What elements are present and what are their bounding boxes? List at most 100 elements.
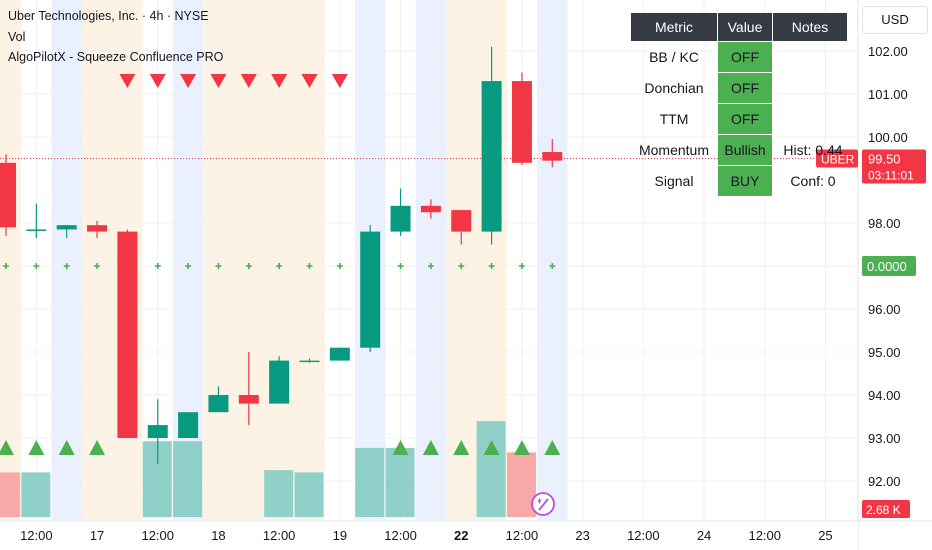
up-triangle-icon: [422, 440, 439, 455]
down-triangle-icon: [119, 74, 136, 88]
candle-body: [147, 425, 168, 438]
volume-bar: [294, 472, 324, 517]
ai-assistant-slash: [538, 498, 549, 511]
value-cell: Bullish: [718, 135, 772, 165]
notes-cell: [773, 42, 847, 72]
time-tick-label: 25: [818, 528, 832, 543]
time-tick-label: 18: [211, 528, 225, 543]
price-tick-label: 92.00: [868, 474, 901, 489]
up-triangle-icon: [0, 440, 14, 455]
bullish-signal-markers: [0, 440, 561, 455]
squeeze-status-table: Metric Value Notes BB / KC OFF Donchian …: [630, 12, 848, 197]
price-tick-label: 95.00: [868, 345, 901, 360]
header-metric: Metric: [631, 13, 717, 41]
indicator-legend[interactable]: AlgoPilotX - Squeeze Confluence PRO: [8, 50, 224, 64]
candle: [208, 386, 229, 413]
squeeze-dot: [276, 263, 283, 269]
squeeze-dot: [306, 263, 313, 269]
notes-cell: [773, 104, 847, 134]
squeeze-dot: [185, 263, 192, 269]
volume-bars: [0, 421, 536, 517]
price-tag-bg: [862, 149, 926, 184]
value-cell: OFF: [718, 104, 772, 134]
up-triangle-icon: [544, 440, 561, 455]
table-row: TTM OFF: [631, 104, 847, 134]
bearish-signal-markers: [119, 74, 348, 88]
table-row: BB / KC OFF: [631, 42, 847, 72]
candle-body: [0, 162, 16, 228]
price-tick-label: 94.00: [868, 388, 901, 403]
time-tick-label: 12:00: [748, 528, 781, 543]
volume-value-bg: [862, 500, 910, 518]
candle: [178, 412, 199, 438]
price-tick-label: 101.00: [868, 87, 908, 102]
time-tick-label: 12:00: [141, 528, 174, 543]
candle-body: [451, 210, 472, 232]
candle-body: [542, 152, 563, 161]
volume-bar: [506, 452, 536, 517]
up-triangle-icon: [89, 440, 106, 455]
metric-cell: Signal: [654, 173, 694, 189]
candle-body: [269, 360, 290, 404]
time-tick-label: 24: [697, 528, 711, 543]
time-tick-label: 12:00: [627, 528, 660, 543]
candle-body: [390, 205, 411, 232]
squeeze-dot: [154, 263, 161, 269]
candle: [360, 225, 381, 352]
session-band: [537, 0, 568, 520]
down-triangle-icon: [240, 74, 257, 88]
volume-bar: [0, 472, 20, 517]
candle: [238, 352, 259, 426]
time-tick-label: 12:00: [506, 528, 539, 543]
metric-cell: Donchian: [644, 80, 704, 96]
down-triangle-icon: [331, 74, 348, 88]
ai-assistant-spark: [538, 498, 541, 504]
volume-legend[interactable]: Vol: [8, 30, 26, 44]
squeeze-dot: [397, 263, 404, 269]
symbol-title[interactable]: Uber Technologies, Inc. · 4h · NYSE: [8, 9, 209, 23]
candle: [420, 199, 441, 219]
squeeze-dot: [427, 263, 434, 269]
notes-cell: [773, 73, 847, 103]
time-tick-label: 23: [575, 528, 589, 543]
squeeze-dot: [458, 263, 465, 269]
time-tick-label: 12:00: [384, 528, 417, 543]
currency-button[interactable]: USD: [862, 6, 928, 34]
volume-bar: [264, 470, 294, 517]
time-tick-label: 12:00: [263, 528, 296, 543]
squeeze-dot: [63, 263, 70, 269]
up-triangle-icon: [513, 440, 530, 455]
candle-body: [87, 225, 108, 232]
time-tick-label: 19: [333, 528, 347, 543]
ai-assistant-icon[interactable]: [531, 492, 555, 516]
down-triangle-icon: [149, 74, 166, 88]
candle: [26, 203, 47, 239]
volume-value-label: 2.68 K: [866, 503, 901, 517]
candle-body: [360, 231, 381, 348]
candle-body: [511, 81, 532, 163]
time-tick-label: 17: [90, 528, 104, 543]
session-band: [0, 0, 22, 520]
candle-body: [299, 360, 320, 363]
down-triangle-icon: [180, 74, 197, 88]
time-axis: 12:00 17 12:00 18 12:00 19 12:00 22 12:00 23 12:00…: [0, 520, 932, 550]
session-band: [51, 0, 82, 520]
squeeze-dot: [336, 263, 343, 269]
candle-body: [329, 347, 350, 361]
table-row: Signal BUY Conf: 0: [631, 166, 847, 196]
last-price-value: 99.50: [868, 152, 901, 167]
candle: [390, 188, 411, 236]
down-triangle-icon: [210, 74, 227, 88]
time-axis-bg: [0, 521, 858, 550]
up-triangle-icon: [483, 440, 500, 455]
symbol-tag-bg: [816, 149, 858, 168]
session-band: [415, 0, 447, 520]
candle: [269, 356, 290, 404]
notes-cell: Conf: 0: [790, 173, 836, 189]
price-tick-label: 93.00: [868, 431, 901, 446]
down-triangle-icon: [271, 74, 288, 88]
candle-body: [117, 231, 138, 438]
candle-body: [56, 225, 77, 230]
metric-cell: Momentum: [638, 142, 710, 158]
